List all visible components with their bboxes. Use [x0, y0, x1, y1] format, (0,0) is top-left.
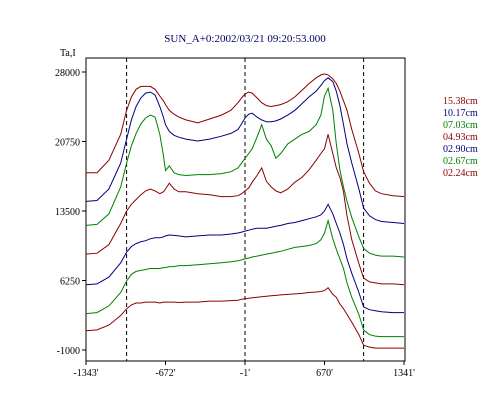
y-tick-label: 6250 [60, 277, 80, 288]
series-line [85, 203, 404, 314]
chart-title: SUN_A+0:2002/03/21 09:20:53.000 [164, 33, 326, 45]
legend-entry: 04.93cm [443, 132, 478, 143]
legend-entry: 02.67cm [443, 156, 478, 167]
legend-entry: 02.90cm [443, 144, 478, 155]
series-line [85, 134, 405, 286]
legend: 15.38cm10.17cm07.03cm04.93cm02.90cm02.67… [443, 96, 478, 179]
y-tick-label: 13500 [55, 207, 80, 218]
x-tick-label: 670' [316, 368, 333, 379]
y-tick-label: -1000 [57, 346, 80, 357]
x-tick-label: -672' [155, 368, 175, 379]
series-line [85, 218, 404, 338]
x-tick-label: -1343' [73, 368, 98, 379]
series-line [85, 286, 404, 349]
marker-lines [126, 58, 365, 361]
x-tick-label: 1341' [393, 368, 415, 379]
series-layer [85, 73, 405, 349]
legend-entry: 02.24cm [443, 168, 478, 179]
x-axis-ticks: -1343' -672' -1' 670' 1341' [73, 361, 415, 379]
x-tick-label: -1' [240, 368, 250, 379]
legend-entry: 15.38cm [443, 96, 478, 107]
y-axis-ticks: 28000 20750 13500 6250 -1000 [55, 68, 86, 357]
legend-entry: 10.17cm [443, 108, 478, 119]
legend-entry: 07.03cm [443, 120, 478, 131]
y-tick-label: 20750 [55, 138, 80, 149]
series-line [85, 77, 405, 224]
series-line [85, 86, 405, 258]
y-tick-label: 28000 [55, 68, 80, 79]
series-line [86, 73, 405, 198]
y-axis-label: Ta,I [60, 48, 76, 59]
